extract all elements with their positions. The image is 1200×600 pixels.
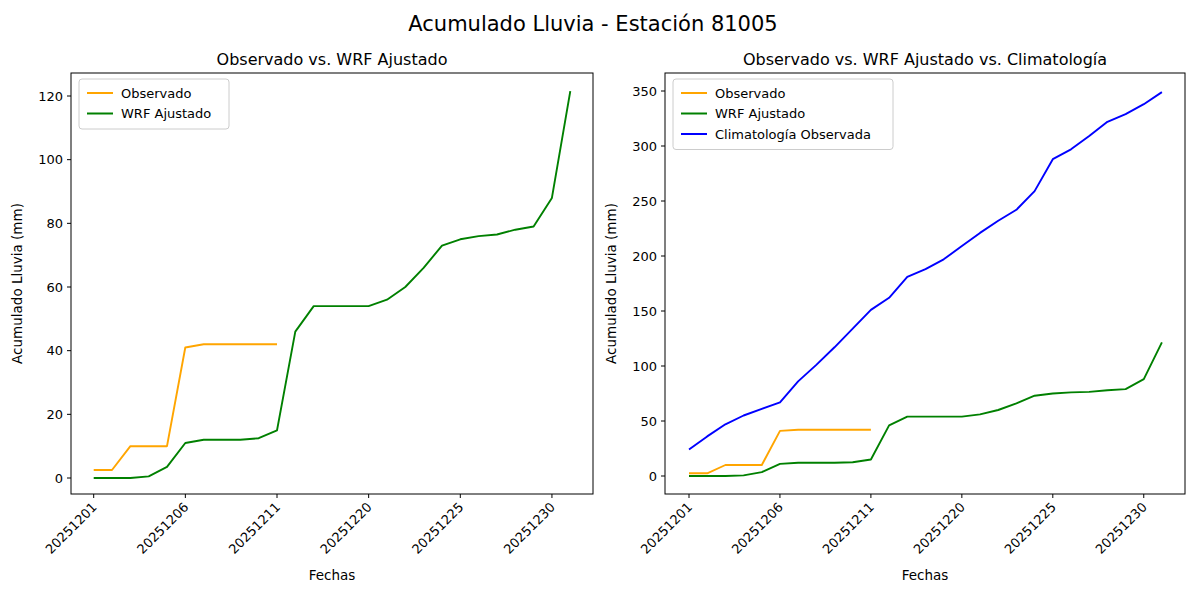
y-axis-label: Acumulado Lluvia (mm) bbox=[9, 203, 25, 364]
y-tick-label: 120 bbox=[38, 89, 63, 104]
x-tick-label: 20251225 bbox=[409, 500, 466, 557]
x-tick-label: 20251211 bbox=[820, 500, 877, 557]
y-tick-label: 150 bbox=[632, 304, 657, 319]
y-axis-label: Acumulado Lluvia (mm) bbox=[603, 203, 619, 364]
y-tick-label: 60 bbox=[46, 280, 63, 295]
y-tick-label: 0 bbox=[649, 469, 657, 484]
subplot-title: Observado vs. WRF Ajustado vs. Climatolo… bbox=[743, 50, 1107, 69]
figure: Acumulado Lluvia - Estación 81005 0 20 40 6… bbox=[0, 0, 1200, 600]
x-tick-label: 20251230 bbox=[501, 500, 558, 557]
y-tick-label: 0 bbox=[55, 471, 63, 486]
y-tick-label: 100 bbox=[632, 359, 657, 374]
y-tick-label: 100 bbox=[38, 152, 63, 167]
plot-frame bbox=[71, 73, 593, 494]
legend: Observado WRF Ajustado bbox=[79, 79, 229, 129]
y-axis: 0 50 100 150 200 250 300 350 bbox=[632, 84, 665, 484]
y-tick-label: 350 bbox=[632, 84, 657, 99]
series-line-observado bbox=[689, 430, 871, 474]
subplot-title: Observado vs. WRF Ajustado bbox=[217, 50, 448, 69]
x-axis: 20251201 20251206 20251211 20251220 20251225… bbox=[42, 494, 558, 557]
legend-label: WRF Ajustado bbox=[121, 106, 211, 121]
x-tick-label: 20251211 bbox=[226, 500, 283, 557]
x-axis: 20251201 20251206 20251211 20251220 20251225… bbox=[638, 494, 1150, 557]
x-axis-label: Fechas bbox=[902, 567, 949, 583]
y-tick-label: 80 bbox=[46, 216, 63, 231]
x-tick-label: 20251206 bbox=[134, 500, 191, 557]
x-tick-label: 20251201 bbox=[638, 500, 695, 557]
legend-label: Observado bbox=[121, 86, 192, 101]
legend: Observado WRF Ajustado Climatología Observ… bbox=[673, 79, 893, 150]
x-tick-label: 20251206 bbox=[729, 500, 786, 557]
x-tick-label: 20251230 bbox=[1092, 500, 1149, 557]
x-tick-label: 20251220 bbox=[317, 500, 374, 557]
y-axis: 0 20 40 60 80 100 120 bbox=[38, 89, 71, 486]
left-chart: 0204060801001202025120120251206202512112… bbox=[9, 50, 593, 583]
x-tick-label: 20251225 bbox=[1002, 500, 1059, 557]
y-tick-label: 40 bbox=[46, 343, 63, 358]
legend-label: Climatología Observada bbox=[715, 127, 871, 142]
chart-canvas: Acumulado Lluvia - Estación 81005 0 20 40 6… bbox=[0, 0, 1200, 600]
legend-label: Observado bbox=[715, 86, 786, 101]
y-tick-label: 50 bbox=[640, 414, 657, 429]
x-tick-label: 20251201 bbox=[42, 500, 99, 557]
y-tick-label: 250 bbox=[632, 194, 657, 209]
y-tick-label: 200 bbox=[632, 249, 657, 264]
right-chart: 0501001502002503003502025120120251206202… bbox=[603, 50, 1185, 583]
legend-label: WRF Ajustado bbox=[715, 106, 805, 121]
series-line-wrf-ajustado bbox=[94, 91, 571, 478]
series-line-observado bbox=[94, 344, 277, 470]
y-tick-label: 20 bbox=[46, 407, 63, 422]
figure-title: Acumulado Lluvia - Estación 81005 bbox=[408, 12, 777, 36]
x-axis-label: Fechas bbox=[309, 567, 356, 583]
x-tick-label: 20251220 bbox=[911, 500, 968, 557]
y-tick-label: 300 bbox=[632, 139, 657, 154]
